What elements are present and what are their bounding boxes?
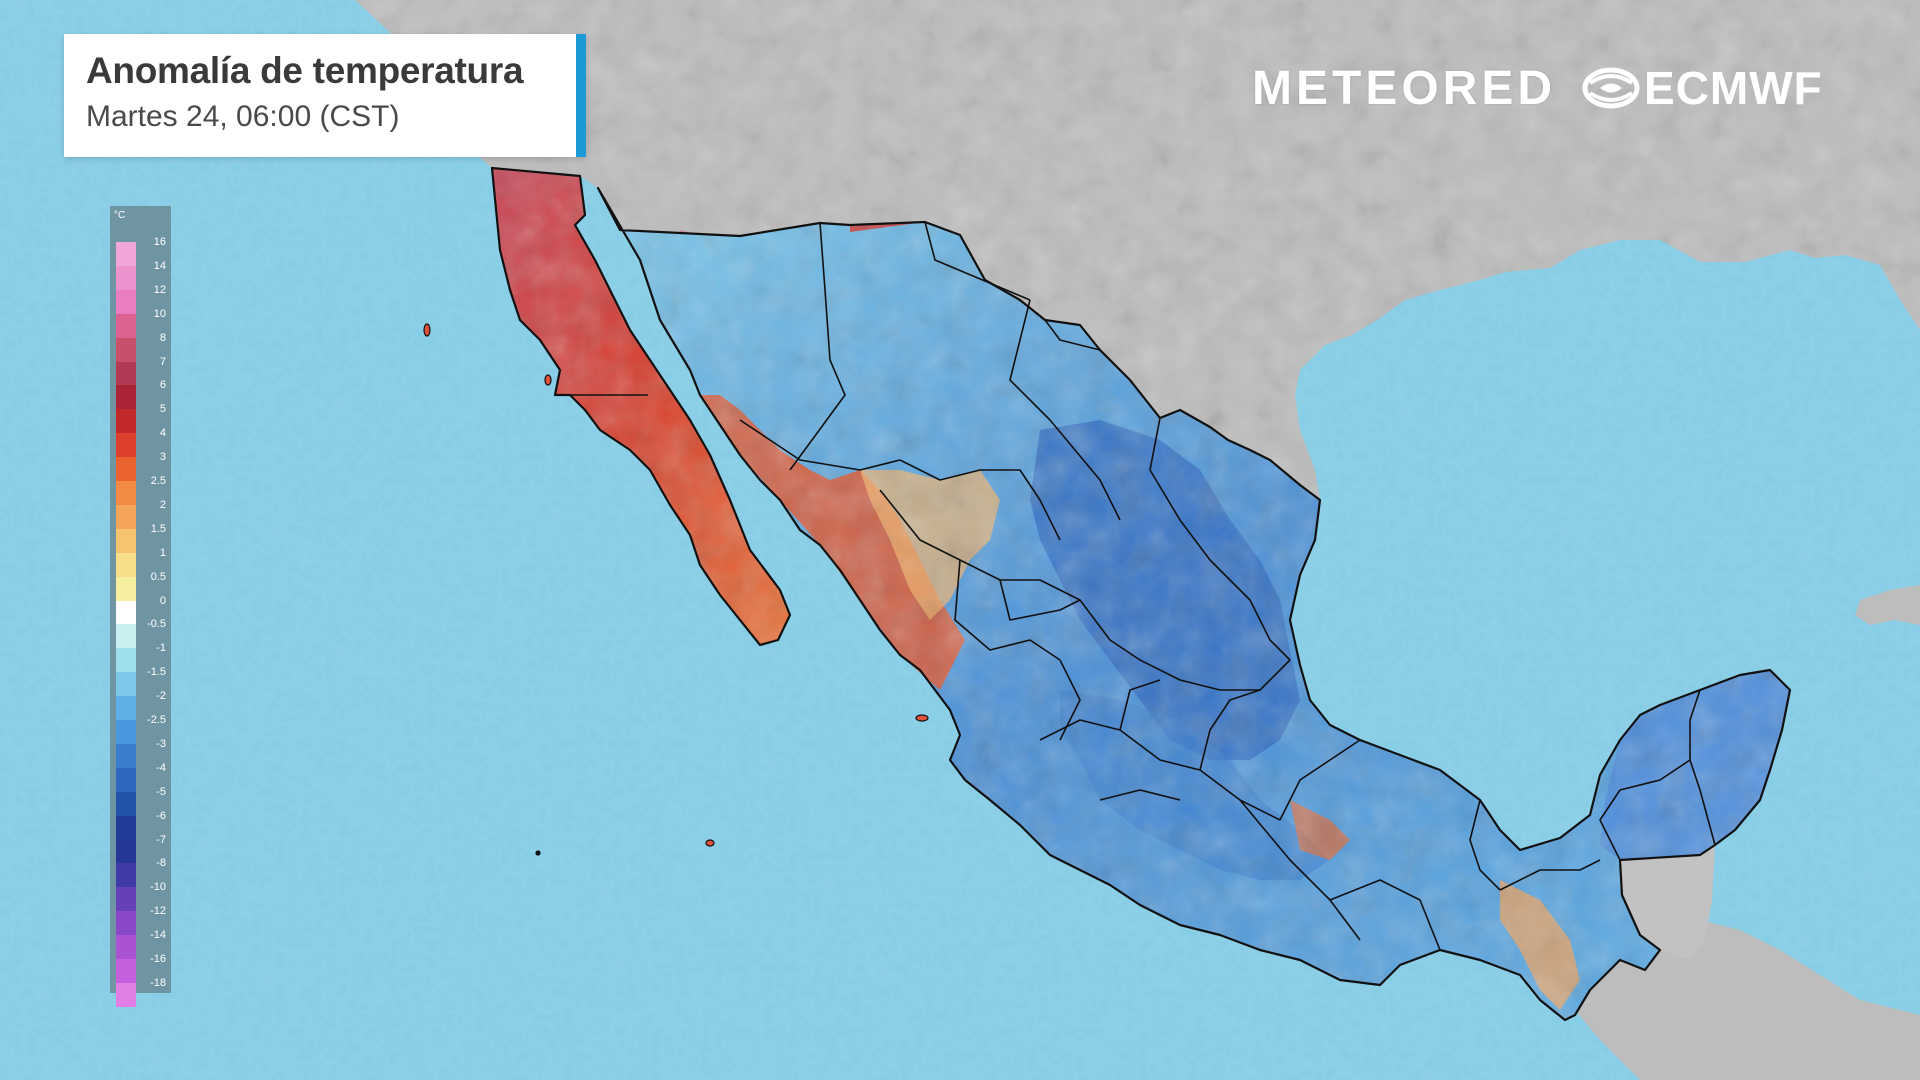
- legend-tick-label: 2.5: [150, 475, 166, 487]
- legend-swatch: [116, 911, 136, 936]
- map-timestamp: Martes 24, 06:00 (CST): [86, 100, 400, 133]
- legend-unit: °C: [114, 210, 126, 221]
- legend-tick-label: 8: [159, 331, 166, 344]
- legend-tick-label: -8: [156, 857, 166, 870]
- legend-swatch: [116, 696, 136, 721]
- map-title: Anomalía de temperatura: [86, 50, 524, 91]
- legend-swatch: [116, 242, 136, 267]
- legend-tick-label: -10: [150, 881, 166, 894]
- legend-tick-label: -12: [150, 905, 166, 918]
- legend-swatch: [116, 576, 136, 601]
- legend-swatch: [116, 743, 136, 769]
- legend-tick-label: 12: [153, 283, 166, 296]
- legend-tick-label: 0.5: [150, 570, 166, 583]
- legend-tick-label: 4: [159, 427, 166, 440]
- legend-swatch: [116, 815, 136, 840]
- legend-swatch: [116, 624, 136, 649]
- legend-swatch: [116, 982, 136, 1008]
- legend-tick-label: 1.5: [150, 522, 166, 535]
- legend-swatch: [116, 313, 136, 339]
- legend-swatch: [116, 600, 136, 625]
- color-legend: °C 16 14 12 10 8 7 6 5 4 3 2.5 2 1.5 1 0.5 0 -0.5 -1 -1.5 -…: [110, 206, 171, 1008]
- legend-tick-label: 5: [159, 403, 166, 416]
- legend-tick-label: -7: [156, 833, 166, 846]
- legend-tick-label: 16: [153, 236, 166, 248]
- legend-swatch: [116, 361, 136, 386]
- legend-tick-label: 14: [153, 259, 166, 272]
- legend-tick-label: -2.5: [147, 714, 166, 726]
- legend-swatch: [116, 648, 136, 673]
- cuba-land: [1855, 585, 1920, 625]
- legend-tick-label: -1: [156, 642, 166, 655]
- ecmwf-logo-text: ECMWF: [1644, 62, 1823, 114]
- legend-tick-label: 2: [159, 498, 166, 511]
- map-title-box: Anomalía de temperatura Martes 24, 06:00…: [64, 34, 586, 157]
- meteored-logo: METEORED: [1252, 61, 1557, 115]
- legend-swatch: [116, 265, 136, 291]
- legend-tick-label: -2: [156, 690, 166, 703]
- legend-swatch: [116, 767, 136, 793]
- legend-tick-label: -6: [156, 809, 166, 822]
- legend-swatch: [116, 528, 136, 554]
- legend-swatch: [116, 720, 136, 745]
- legend-swatch: [116, 887, 136, 912]
- legend-swatch: [116, 552, 136, 578]
- legend-swatch: [116, 672, 136, 697]
- legend-swatch: [116, 457, 136, 482]
- legend-tick-label: 3: [159, 451, 166, 464]
- legend-swatch: [116, 935, 136, 960]
- legend-tick-label: -1.5: [147, 666, 166, 679]
- legend-tick-label: 10: [153, 307, 166, 320]
- legend-swatch: [116, 863, 136, 888]
- legend-tick-label: 0: [159, 594, 166, 607]
- legend-swatch: [116, 959, 136, 984]
- belize-guatemala-land: [1620, 845, 1715, 960]
- ecmwf-logo: ECMWF: [1582, 61, 1823, 115]
- legend-swatch: [116, 504, 136, 530]
- legend-tick-label: -16: [150, 953, 166, 965]
- legend-swatch: [116, 385, 136, 410]
- legend-swatch: [116, 289, 136, 315]
- legend-tick-label: -4: [156, 761, 166, 774]
- legend-tick-label: -18: [150, 976, 166, 989]
- legend-tick-label: -14: [150, 929, 166, 942]
- legend-tick-label: -5: [156, 785, 166, 798]
- legend-swatch: [116, 839, 136, 864]
- legend-tick-label: 1: [159, 546, 166, 559]
- legend-swatch: [116, 409, 136, 434]
- legend-tick-label: -3: [156, 737, 166, 750]
- state-borders: [560, 221, 1716, 951]
- legend-tick-label: 7: [159, 355, 166, 368]
- legend-swatch: [116, 791, 136, 817]
- ecmwf-emblem-icon: [1582, 67, 1640, 109]
- legend-swatch: [116, 337, 136, 362]
- legend-swatch: [116, 481, 136, 506]
- legend-swatch: [116, 433, 136, 458]
- brand-logos: METEORED ECMWF: [1252, 58, 1823, 118]
- legend-tick-label: 6: [159, 379, 166, 392]
- legend-tick-label: -0.5: [147, 618, 166, 631]
